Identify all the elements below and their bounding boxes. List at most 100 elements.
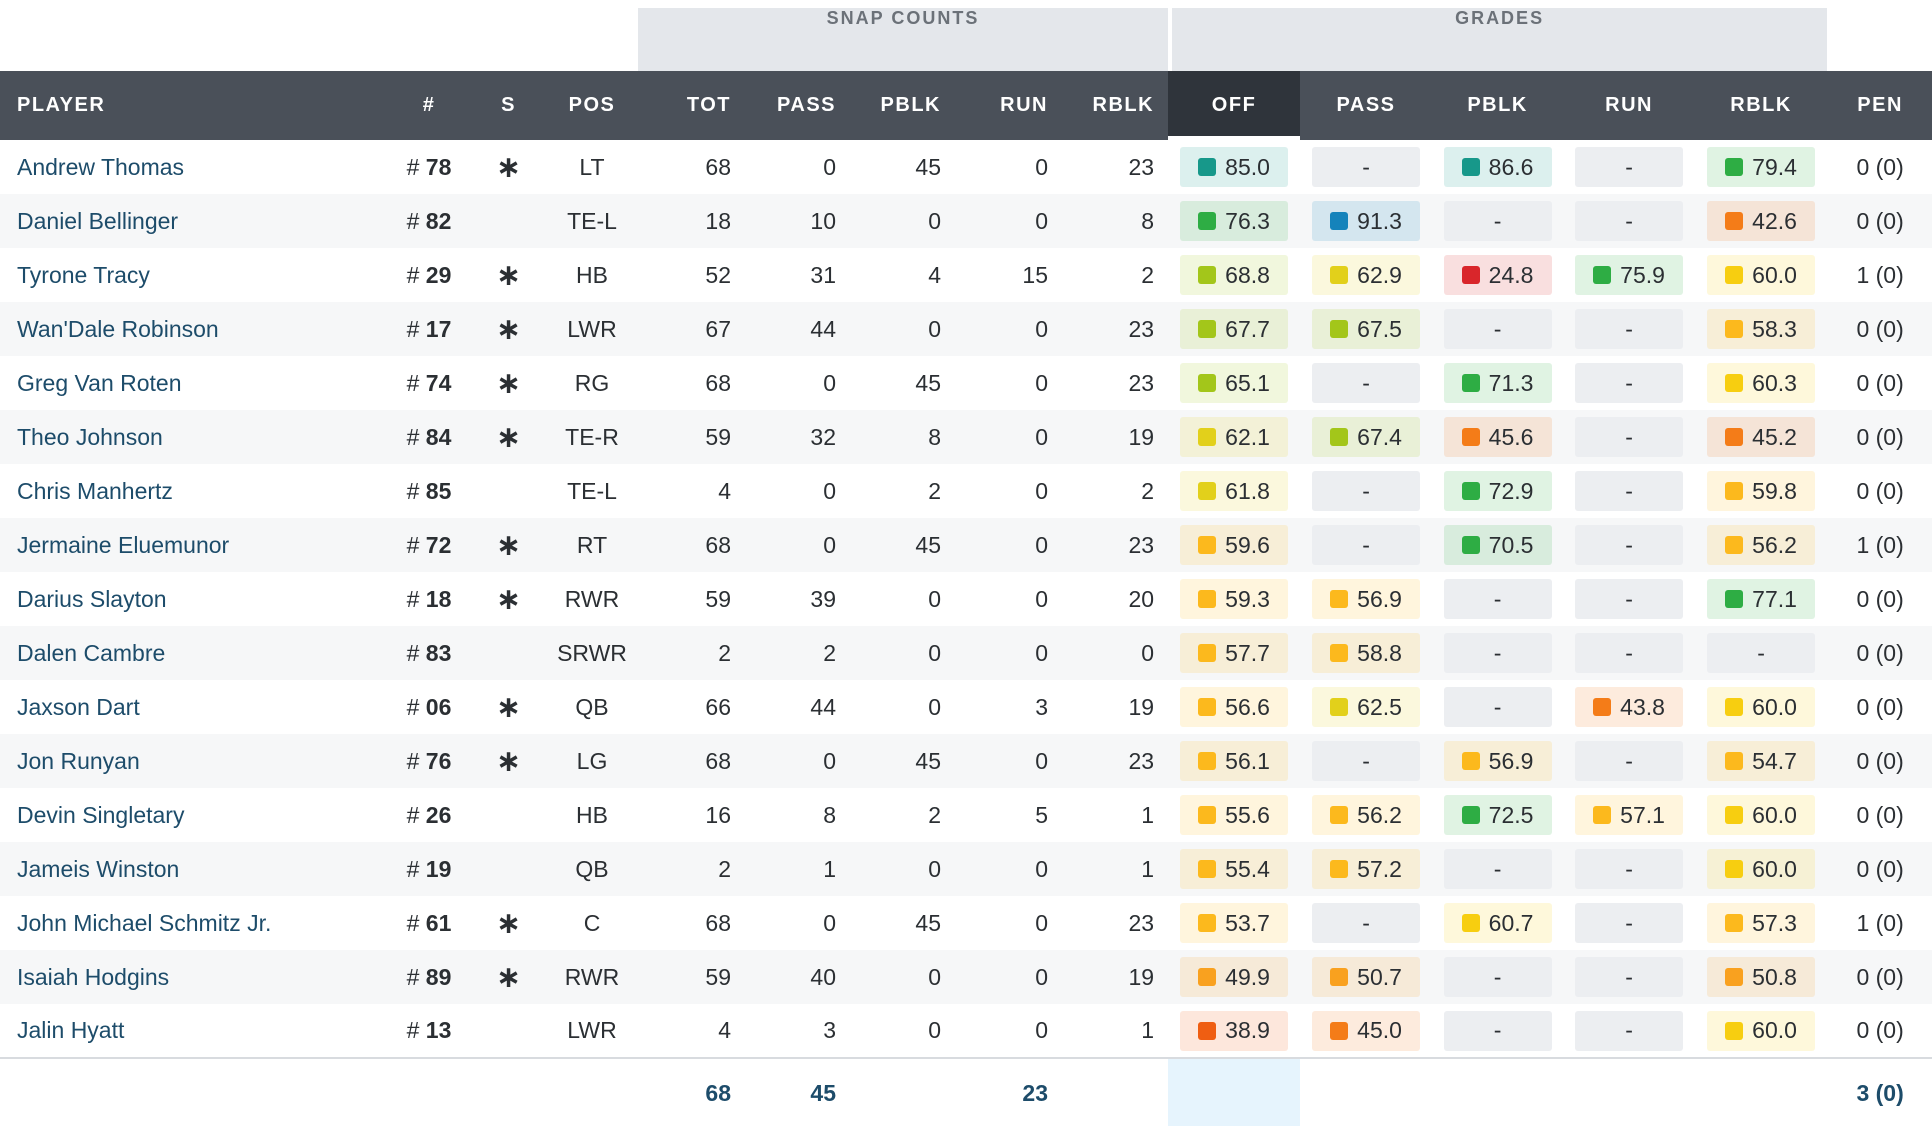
snap-count: 23 xyxy=(1128,153,1155,180)
snap-count: 66 xyxy=(705,693,731,720)
grade-cell: 56.6 xyxy=(1168,680,1300,734)
grade-cell: 60.0 xyxy=(1695,788,1827,842)
grade-badge: 59.3 xyxy=(1180,579,1289,619)
column-header: PASS xyxy=(745,71,850,140)
snap-count: 1 xyxy=(1141,801,1155,828)
totals-cell xyxy=(1695,1057,1828,1126)
player-row: Jalin Hyatt # 13 LWR 4 3 0 0 1 38.9 45.0 - - 60.0 0 (… xyxy=(0,1004,1932,1058)
player-name: Jaxson Dart xyxy=(17,693,140,720)
grade-value: 86.6 xyxy=(1488,153,1534,180)
jersey-hash: # xyxy=(406,855,420,882)
jersey-digits: 13 xyxy=(425,1017,452,1043)
grade-swatch xyxy=(1461,266,1480,284)
snap-count: 0 xyxy=(1035,909,1048,936)
player-name: Jameis Winston xyxy=(17,855,180,882)
jersey-number: # 72 xyxy=(391,518,467,572)
grade-swatch xyxy=(1725,212,1744,230)
grade-cell: 70.5 xyxy=(1432,518,1563,572)
grade-cell: 59.3 xyxy=(1168,572,1300,626)
snap-count: 52 xyxy=(705,261,731,288)
grade-badge: - xyxy=(1575,417,1684,457)
grade-cell: 45.0 xyxy=(1300,1004,1432,1058)
snap-count: 23 xyxy=(1128,909,1155,936)
penalties: 0 (0) xyxy=(1856,963,1904,990)
grade-badge: - xyxy=(1443,849,1552,889)
grade-cell: - xyxy=(1563,842,1695,896)
jersey-number: # 19 xyxy=(391,842,467,896)
grade-value: 60.0 xyxy=(1752,855,1797,882)
grade-cell: - xyxy=(1563,410,1695,464)
jersey-digits: 06 xyxy=(425,693,452,720)
grade-cell: 60.0 xyxy=(1695,680,1827,734)
grade-cell: 55.6 xyxy=(1168,788,1300,842)
grade-swatch xyxy=(1330,428,1349,446)
grade-cell: 57.7 xyxy=(1168,626,1300,680)
jersey-number: # 76 xyxy=(391,734,467,788)
penalties: 0 (0) xyxy=(1856,639,1904,666)
grade-badge: 38.9 xyxy=(1180,1010,1289,1051)
snap-count: 0 xyxy=(1035,369,1048,396)
grade-value: 67.7 xyxy=(1225,315,1270,342)
grade-value: 72.9 xyxy=(1488,477,1534,504)
grade-badge: 55.4 xyxy=(1180,849,1289,889)
grade-cell: 45.6 xyxy=(1432,410,1563,464)
snap-count: 67 xyxy=(705,315,731,342)
snap-count: 40 xyxy=(810,963,836,990)
grade-swatch xyxy=(1593,266,1612,284)
snap-count: 0 xyxy=(928,207,941,234)
penalties: 0 (0) xyxy=(1856,801,1904,828)
grade-value: 55.4 xyxy=(1225,855,1270,882)
grade-badge: 57.3 xyxy=(1707,903,1816,943)
grade-value: - xyxy=(1625,639,1633,666)
snap-count: 0 xyxy=(1035,585,1048,612)
snap-count: 19 xyxy=(1128,693,1155,720)
grade-swatch xyxy=(1330,644,1349,662)
grade-badge: 53.7 xyxy=(1180,903,1289,943)
starter xyxy=(467,626,550,680)
starter: ∗ xyxy=(495,582,522,616)
jersey-digits: 78 xyxy=(425,153,452,180)
grade-swatch xyxy=(1330,968,1349,986)
grade-badge: 62.5 xyxy=(1312,687,1421,727)
player-row: Tyrone Tracy # 29 ∗ HB 52 31 4 15 2 68.8 62.9 24.8 7… xyxy=(0,248,1932,302)
grade-cell: - xyxy=(1563,1004,1695,1058)
grade-cell: 56.1 xyxy=(1168,734,1300,788)
grade-value: 49.9 xyxy=(1225,963,1270,990)
grade-cell: - xyxy=(1563,302,1695,356)
grade-badge: 45.6 xyxy=(1443,417,1552,457)
grade-swatch xyxy=(1461,914,1480,932)
grade-swatch xyxy=(1725,752,1744,770)
player-name: Theo Johnson xyxy=(17,423,163,450)
position: SRWR xyxy=(557,639,627,666)
totals-cell xyxy=(1062,1057,1169,1126)
grade-cell: 45.2 xyxy=(1695,410,1827,464)
grade-badge: - xyxy=(1312,903,1421,943)
position: TE-L xyxy=(567,477,617,504)
grade-swatch xyxy=(1330,806,1349,824)
snap-count: 45 xyxy=(915,153,941,180)
grade-badge: - xyxy=(1312,471,1421,511)
grade-badge: 79.4 xyxy=(1707,147,1816,187)
grade-cell: - xyxy=(1563,734,1695,788)
grade-value: 53.7 xyxy=(1225,909,1270,936)
totals-cell: 45 xyxy=(745,1057,850,1126)
player-row: Greg Van Roten # 74 ∗ RG 68 0 45 0 23 65.1 - 71.3 - 6… xyxy=(0,356,1932,410)
grade-cell: 75.9 xyxy=(1563,248,1695,302)
jersey-hash: # xyxy=(406,693,420,720)
grade-badge: - xyxy=(1443,579,1552,619)
grade-badge: - xyxy=(1575,471,1684,511)
snap-count: 0 xyxy=(1035,315,1048,342)
snap-count: 10 xyxy=(810,207,836,234)
grade-cell: 50.8 xyxy=(1695,950,1827,1004)
grade-badge: - xyxy=(1575,579,1684,619)
jersey-number: # 29 xyxy=(391,248,467,302)
player-row: Dalen Cambre # 83 SRWR 2 2 0 0 0 57.7 58.8 - - - 0 (0… xyxy=(0,626,1932,680)
snap-count: 0 xyxy=(1035,855,1048,882)
grade-value: - xyxy=(1493,207,1502,234)
totals-cell xyxy=(1563,1057,1696,1126)
column-header: OFF xyxy=(1168,71,1301,140)
starter: ∗ xyxy=(495,150,522,184)
grade-badge: - xyxy=(1575,741,1684,781)
grade-badge: - xyxy=(1575,849,1684,889)
grade-value: 54.7 xyxy=(1752,747,1797,774)
